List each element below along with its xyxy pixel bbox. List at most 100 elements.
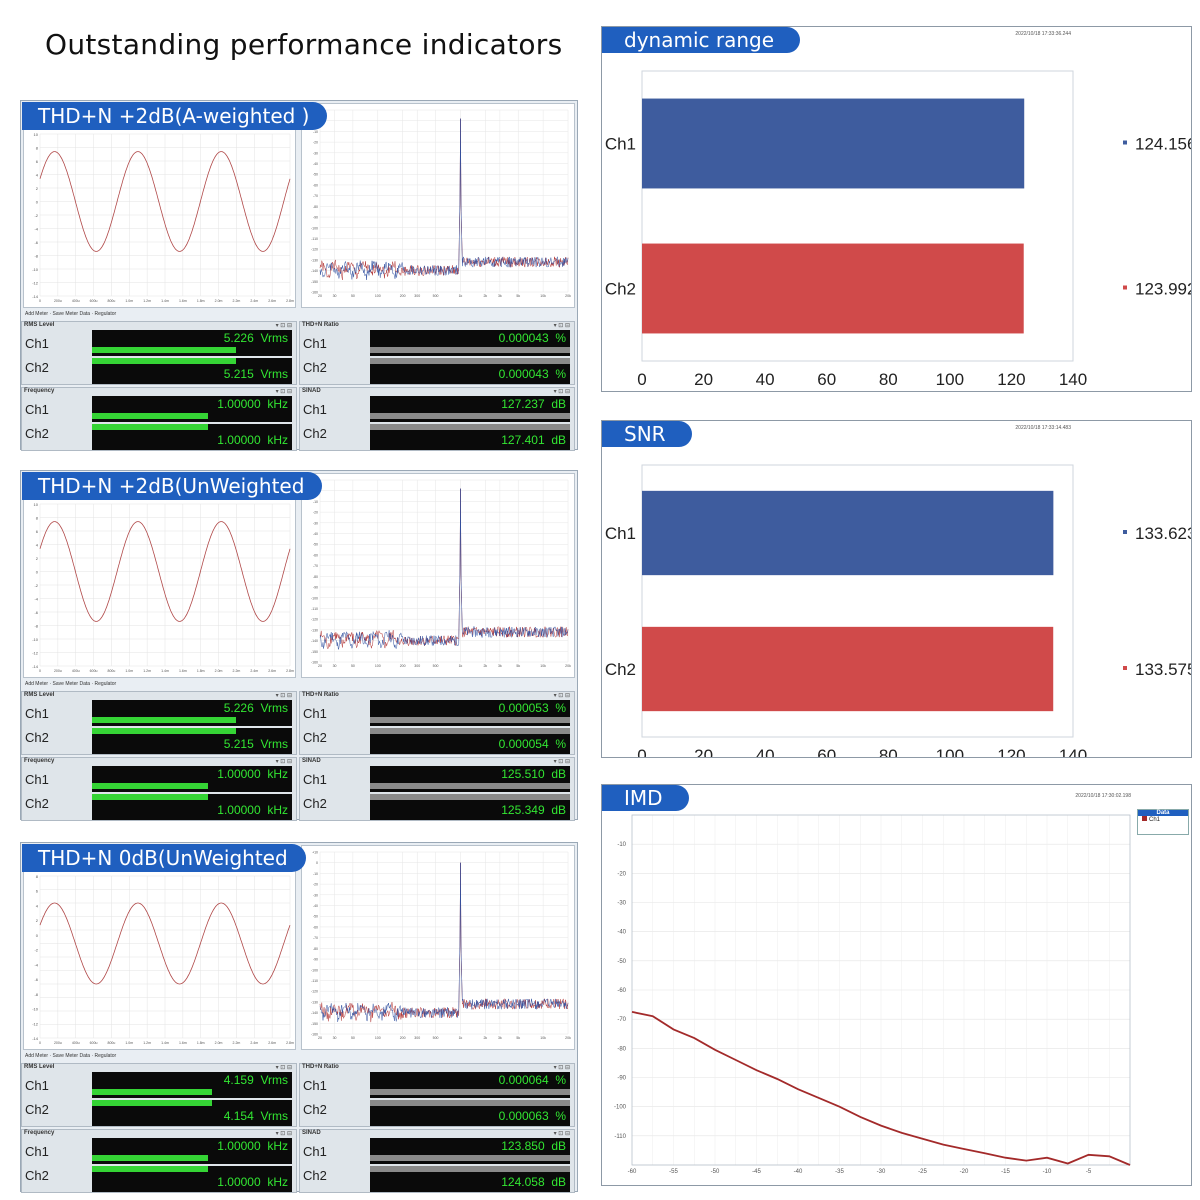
ch1-label[interactable]: Ch1 ▾: [25, 706, 96, 721]
fft-xtick: 20k: [565, 294, 571, 298]
ch1-label[interactable]: Ch1 ▾: [303, 336, 374, 351]
ch1-label[interactable]: Ch1 ▾: [303, 706, 374, 721]
meter-controls-icon[interactable]: ▾ ⊡ ⊟: [553, 1065, 570, 1071]
imd-ytick: -80: [617, 1046, 626, 1052]
fft-graph: +100-10-20-30-40-50-60-70-80-90-100-110-…: [301, 103, 575, 308]
ch1-label[interactable]: Ch1 ▾: [303, 772, 374, 787]
regulator-button[interactable]: Regulator: [94, 681, 117, 687]
wave-ytick: -12: [32, 281, 39, 286]
ch1-label[interactable]: Ch1 ▾: [303, 1078, 374, 1093]
fft-xtick: 20: [318, 1036, 322, 1040]
fft-xtick: 30: [333, 1036, 337, 1040]
ch2-label[interactable]: Ch2 ▾: [303, 796, 374, 811]
meter-controls-icon[interactable]: ▾ ⊡ ⊟: [553, 389, 570, 395]
rms-meter-group: RMS Level ▾ ⊡ ⊟ Ch1 ▾ Ch2 ▾ 5.226 Vrms 5…: [21, 321, 297, 385]
fft-ytick: -60: [313, 553, 318, 557]
ch2-meter: 1.00000 kHz: [92, 794, 292, 820]
ch1-meter: 4.159 Vrms: [92, 1072, 292, 1098]
ch2-label[interactable]: Ch2 ▾: [303, 730, 374, 745]
ch1-label[interactable]: Ch1 ▾: [303, 402, 374, 417]
waveform-line: [39, 902, 291, 985]
regulator-button[interactable]: Regulator: [94, 311, 117, 317]
meter-controls-icon[interactable]: ▾ ⊡ ⊟: [275, 693, 292, 699]
fft-ytick: -100: [311, 968, 318, 972]
ch1-meter: 1.00000 kHz: [92, 396, 292, 422]
wave-ytick: 6: [36, 529, 39, 534]
add-meter-button[interactable]: Add Meter: [25, 1053, 49, 1059]
fft-ytick: +10: [312, 851, 318, 855]
ch1-meter: 0.000064 %: [370, 1072, 570, 1098]
ch2-label[interactable]: Ch2 ▾: [25, 1102, 96, 1117]
ch2-level-bar: [92, 424, 208, 430]
ch2-label[interactable]: Ch2 ▾: [25, 360, 96, 375]
ch2-label[interactable]: Ch2 ▾: [303, 360, 374, 375]
ch2-value: 5.215 Vrms: [223, 367, 288, 381]
ch2-value: 0.000054 %: [498, 737, 566, 751]
thdn-meter-group: THD+N Ratio ▾ ⊡ ⊟ Ch1 ▾ Ch2 ▾ 0.000043 %…: [299, 321, 575, 385]
fft-xtick: 2k: [483, 294, 487, 298]
fft-ytick: -30: [313, 893, 318, 897]
fft-ytick: -60: [313, 183, 318, 187]
wave-xtick: 1.6m: [179, 669, 187, 673]
ch2-level-bar: [92, 358, 236, 364]
meter-controls-icon[interactable]: ▾ ⊡ ⊟: [275, 759, 292, 765]
imd-legend-title: Data: [1138, 810, 1188, 816]
ch2-label[interactable]: Ch2 ▾: [25, 426, 96, 441]
add-meter-button[interactable]: Add Meter: [25, 681, 49, 687]
save-meter-data-button[interactable]: Save Meter Data: [52, 311, 91, 317]
ch2-meter: 124.058 dB: [370, 1166, 570, 1192]
regulator-button[interactable]: Regulator: [94, 1053, 117, 1059]
fft-ytick: -90: [313, 216, 318, 220]
meter-controls-icon[interactable]: ▾ ⊡ ⊟: [275, 1065, 292, 1071]
ch2-label[interactable]: Ch2 ▾: [303, 1102, 374, 1117]
add-meter-button[interactable]: Add Meter: [25, 311, 49, 317]
bar-xtick: 20: [694, 746, 713, 757]
ch1-label[interactable]: Ch1 ▾: [25, 772, 96, 787]
fft-ytick: -100: [311, 226, 318, 230]
fft-ytick: -140: [311, 269, 318, 273]
fft-ytick: -80: [313, 947, 318, 951]
ch2-label[interactable]: Ch2 ▾: [25, 730, 96, 745]
wave-xtick: 2.6m: [268, 1041, 276, 1045]
ch2-label[interactable]: Ch2 ▾: [25, 796, 96, 811]
bar-category-label: Ch1: [605, 524, 636, 543]
meter-controls-icon[interactable]: ▾ ⊡ ⊟: [553, 693, 570, 699]
meter-controls-icon[interactable]: ▾ ⊡ ⊟: [275, 323, 292, 329]
dynamic-range-label: dynamic range: [602, 27, 801, 53]
save-meter-data-button[interactable]: Save Meter Data: [52, 1053, 91, 1059]
ch1-label[interactable]: Ch1 ▾: [25, 336, 96, 351]
meter-controls-icon[interactable]: ▾ ⊡ ⊟: [275, 1131, 292, 1137]
wave-xtick: 2.4m: [250, 299, 258, 303]
wave-ytick: 2: [36, 556, 39, 561]
ch1-level-bar: [370, 347, 570, 353]
bar-ch2: [642, 626, 1054, 712]
ch1-label[interactable]: Ch1 ▾: [303, 1144, 374, 1159]
ch2-value: 125.349 dB: [501, 803, 566, 817]
ch1-label[interactable]: Ch1 ▾: [25, 1144, 96, 1159]
measurement-panel: THD+N 0dB(UnWeighted 8 6 4 2 0 -2 -4 -6 -8 -10 -12…: [20, 842, 578, 1193]
fft-ytick: -30: [313, 151, 318, 155]
meter-controls-icon[interactable]: ▾ ⊡ ⊟: [553, 759, 570, 765]
imd-xtick: -30: [877, 1169, 886, 1175]
ch2-label[interactable]: Ch2 ▾: [303, 1168, 374, 1183]
freq-meter-group: Frequency ▾ ⊡ ⊟ Ch1 ▾ Ch2 ▾ 1.00000 kHz …: [21, 387, 297, 451]
ch1-label[interactable]: Ch1 ▾: [25, 1078, 96, 1093]
meter-controls-icon[interactable]: ▾ ⊡ ⊟: [553, 1131, 570, 1137]
wave-xtick: 800u: [108, 299, 116, 303]
wave-xtick: 2.2m: [233, 299, 241, 303]
fft-ytick: 0: [316, 861, 318, 865]
fft-ytick: -110: [311, 607, 318, 611]
plot-frame: [641, 70, 1074, 362]
imd-plot: -10 -20 -30 -40 -50 -60 -70 -80 -90 -100 -110 -60 -5…: [614, 814, 1131, 1175]
ch1-label[interactable]: Ch1 ▾: [25, 402, 96, 417]
wave-xtick: 800u: [108, 669, 116, 673]
meter-controls-icon[interactable]: ▾ ⊡ ⊟: [275, 389, 292, 395]
sinad-meter-group: SINAD ▾ ⊡ ⊟ Ch1 ▾ Ch2 ▾ 127.237 dB 127.4…: [299, 387, 575, 451]
meter-controls-icon[interactable]: ▾ ⊡ ⊟: [553, 323, 570, 329]
ch1-level-bar: [92, 717, 236, 723]
save-meter-data-button[interactable]: Save Meter Data: [52, 681, 91, 687]
fft-ytick: -10: [313, 130, 318, 134]
ch2-label[interactable]: Ch2 ▾: [25, 1168, 96, 1183]
ch2-value: 124.058 dB: [501, 1175, 566, 1189]
ch2-label[interactable]: Ch2 ▾: [303, 426, 374, 441]
